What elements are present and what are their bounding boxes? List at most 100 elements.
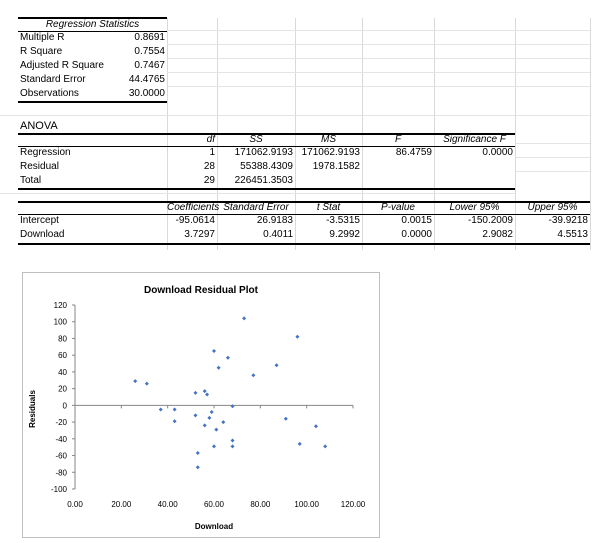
stat-value: 0.8691 bbox=[134, 32, 165, 43]
x-tick-label: 0.00 bbox=[67, 500, 83, 509]
data-point bbox=[205, 392, 210, 397]
coef-value: 4.5513 bbox=[557, 229, 588, 240]
coef-value: 0.4011 bbox=[263, 229, 293, 240]
coef-value: -39.9218 bbox=[548, 215, 588, 226]
y-tick-label: -20 bbox=[55, 418, 67, 427]
coef-value: -95.0614 bbox=[175, 215, 215, 226]
stat-label: Observations bbox=[20, 88, 79, 99]
x-tick-label: 100.00 bbox=[294, 500, 319, 509]
stat-value: 0.7554 bbox=[134, 46, 165, 57]
data-point bbox=[158, 407, 163, 412]
data-point bbox=[133, 379, 138, 384]
data-point bbox=[295, 334, 300, 339]
grid-row-line bbox=[167, 44, 590, 45]
coef-value: 2.9082 bbox=[482, 229, 513, 240]
coef-row-label: Intercept bbox=[20, 215, 59, 226]
grid-col-line bbox=[515, 18, 516, 250]
y-tick-label: -80 bbox=[55, 468, 67, 477]
data-point bbox=[195, 451, 200, 456]
data-point bbox=[202, 389, 207, 394]
data-point bbox=[193, 390, 198, 395]
chart-title: Download Residual Plot bbox=[144, 285, 259, 296]
data-point bbox=[242, 316, 247, 321]
anova-df: 28 bbox=[203, 161, 215, 172]
stat-value: 30.0000 bbox=[128, 88, 165, 99]
x-tick-label: 40.00 bbox=[158, 500, 179, 509]
grid-row-line bbox=[515, 171, 590, 172]
coef-header-p-value: P-value bbox=[381, 202, 415, 213]
y-tick-label: 40 bbox=[58, 368, 67, 377]
coef-value: 9.2992 bbox=[329, 229, 360, 240]
spreadsheet: Regression Statistics Multiple R 0.8691 … bbox=[0, 0, 601, 250]
anova-df: 1 bbox=[209, 147, 215, 158]
table-bottom-border bbox=[18, 243, 590, 245]
grid-row-line bbox=[167, 30, 590, 31]
anova-ss: 226451.3503 bbox=[234, 175, 293, 186]
anova-row-label: Regression bbox=[20, 147, 71, 158]
y-tick-label: 80 bbox=[58, 334, 67, 343]
stat-label: R Square bbox=[20, 46, 63, 57]
y-tick-label: -60 bbox=[55, 452, 67, 461]
x-axis-label: Download bbox=[195, 522, 233, 531]
grid-row-line bbox=[167, 86, 590, 87]
data-point bbox=[209, 410, 214, 415]
coef-header-t-stat: t Stat bbox=[316, 202, 341, 213]
anova-significance: 0.0000 bbox=[482, 147, 513, 158]
coef-header-coefficients: Coefficients bbox=[167, 202, 220, 213]
data-point bbox=[323, 444, 328, 449]
anova-ss: 55388.4309 bbox=[240, 161, 293, 172]
x-tick-label: 120.00 bbox=[341, 500, 366, 509]
table-top-border bbox=[18, 133, 515, 135]
data-point bbox=[313, 424, 318, 429]
anova-df: 29 bbox=[203, 175, 215, 186]
anova-header-ss: SS bbox=[249, 134, 263, 145]
y-tick-label: 0 bbox=[63, 401, 68, 410]
coef-header-standard-error: Standard Error bbox=[223, 202, 289, 213]
grid-row-line bbox=[515, 143, 590, 144]
grid-row-line bbox=[0, 115, 590, 116]
coef-row-label: Download bbox=[20, 229, 65, 240]
chart-points bbox=[133, 316, 328, 470]
data-point bbox=[230, 444, 235, 449]
table-rule bbox=[18, 214, 590, 215]
data-point bbox=[216, 365, 221, 370]
data-point bbox=[195, 465, 200, 470]
data-point bbox=[144, 381, 149, 386]
y-tick-label: 20 bbox=[58, 385, 67, 394]
data-point bbox=[207, 415, 212, 420]
data-point bbox=[297, 441, 302, 446]
table-rule bbox=[18, 146, 515, 147]
coef-header-lower-95: Lower 95% bbox=[449, 202, 500, 213]
coef-value: -150.2009 bbox=[467, 215, 513, 226]
data-point bbox=[230, 404, 235, 409]
x-tick-label: 60.00 bbox=[204, 500, 225, 509]
y-tick-label: -100 bbox=[51, 485, 68, 494]
anova-header-df: df bbox=[206, 134, 215, 145]
data-point bbox=[193, 413, 198, 418]
table-top-border bbox=[18, 17, 167, 19]
anova-row-label: Total bbox=[20, 175, 42, 186]
anova-ss: 171062.9193 bbox=[234, 147, 293, 158]
anova-row-label: Residual bbox=[20, 161, 59, 172]
grid-col-line bbox=[590, 18, 591, 250]
data-point bbox=[172, 419, 177, 424]
grid-row-line bbox=[515, 157, 590, 158]
data-point bbox=[212, 444, 216, 449]
anova-header-ms: MS bbox=[321, 134, 336, 145]
coef-value: -3.5315 bbox=[326, 215, 360, 226]
data-point bbox=[214, 427, 219, 432]
residual-plot-svg: Download Residual Plot Residuals Downloa… bbox=[28, 285, 366, 531]
data-point bbox=[212, 349, 216, 353]
y-tick-label: -40 bbox=[55, 435, 67, 444]
data-point bbox=[225, 355, 230, 360]
stat-label: Standard Error bbox=[20, 74, 86, 85]
data-point bbox=[172, 407, 177, 412]
y-tick-label: 60 bbox=[58, 351, 67, 360]
y-tick-label: 120 bbox=[54, 301, 68, 310]
table-top-border bbox=[18, 201, 590, 203]
anova-ms: 171062.9193 bbox=[301, 147, 360, 158]
table-bottom-border bbox=[18, 101, 167, 103]
residual-plot-chart: Download Residual Plot Residuals Downloa… bbox=[22, 272, 380, 538]
x-tick-label: 80.00 bbox=[250, 500, 271, 509]
chart-axes: 120 100 80 60 40 20 0 -20 -40 -60 -80 -100 0.00 20.00… bbox=[51, 301, 366, 509]
